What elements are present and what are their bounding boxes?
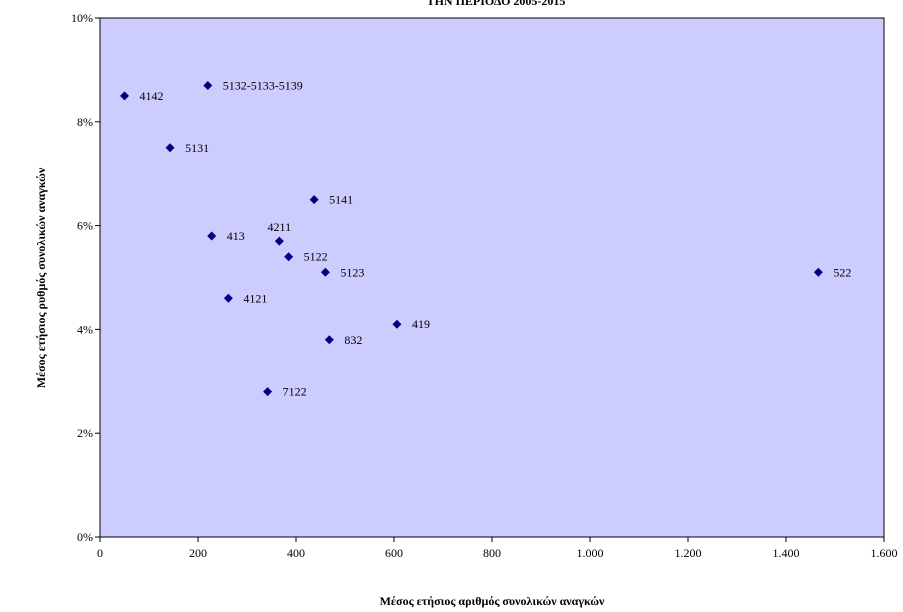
data-points: 4142 5132-5133-5139 5131 5141 413 4211 5122 512…	[120, 78, 851, 399]
y-axis-title: Μέσος ετήσιος ρυθμός συνολικών αναγκών	[34, 167, 48, 388]
x-tick-label: 1.400	[773, 546, 800, 560]
data-point	[274, 236, 284, 246]
data-label: 5123	[340, 265, 364, 279]
data-point	[392, 319, 402, 329]
data-point	[263, 387, 273, 397]
data-label: 4142	[140, 89, 164, 103]
chart-title: ΤΗΝ ΠΕΡΙΟΔΟ 2005-2015	[427, 0, 566, 8]
x-tick-label: 800	[483, 546, 501, 560]
data-label: 413	[227, 229, 245, 243]
x-tick-label: 1.200	[675, 546, 702, 560]
data-point	[284, 252, 294, 262]
data-label: 832	[344, 333, 362, 347]
y-tick-label: 2%	[77, 426, 93, 440]
y-tick-label: 10%	[71, 11, 93, 25]
data-point	[207, 231, 217, 241]
y-tick-label: 4%	[77, 322, 93, 336]
data-label: 5122	[304, 250, 328, 264]
x-tick-label: 1.000	[577, 546, 604, 560]
data-label: 5131	[185, 141, 209, 155]
x-tick-label: 600	[385, 546, 403, 560]
x-axis-title: Μέσος ετήσιος αριθμός συνολικών αναγκών	[380, 594, 605, 608]
plot-area	[99, 17, 885, 538]
data-label: 5132-5133-5139	[223, 78, 303, 92]
x-tick-label: 400	[287, 546, 305, 560]
x-tick-label: 200	[189, 546, 207, 560]
data-point	[120, 91, 129, 101]
data-point	[813, 267, 823, 277]
data-point	[324, 335, 334, 345]
y-tick-label: 0%	[77, 530, 93, 544]
data-point	[320, 267, 330, 277]
data-label: 7122	[283, 385, 307, 399]
data-label: 4121	[243, 291, 267, 305]
y-tick-label: 6%	[77, 219, 93, 233]
x-tick-label: 0	[97, 546, 103, 560]
data-label: 4211	[268, 220, 292, 234]
data-point	[309, 195, 319, 205]
data-label: 522	[833, 265, 851, 279]
y-axis: 0% 2% 4% 6% 8% 10%	[71, 11, 100, 544]
data-label: 419	[412, 317, 430, 331]
x-axis: 0 200 400 600 800 1.000 1.200 1.400 1.600	[97, 537, 898, 560]
data-point	[223, 293, 233, 303]
x-tick-label: 1.600	[871, 546, 898, 560]
data-label: 5141	[329, 193, 353, 207]
data-point	[165, 143, 175, 153]
data-point	[203, 80, 213, 90]
y-tick-label: 8%	[77, 115, 93, 129]
